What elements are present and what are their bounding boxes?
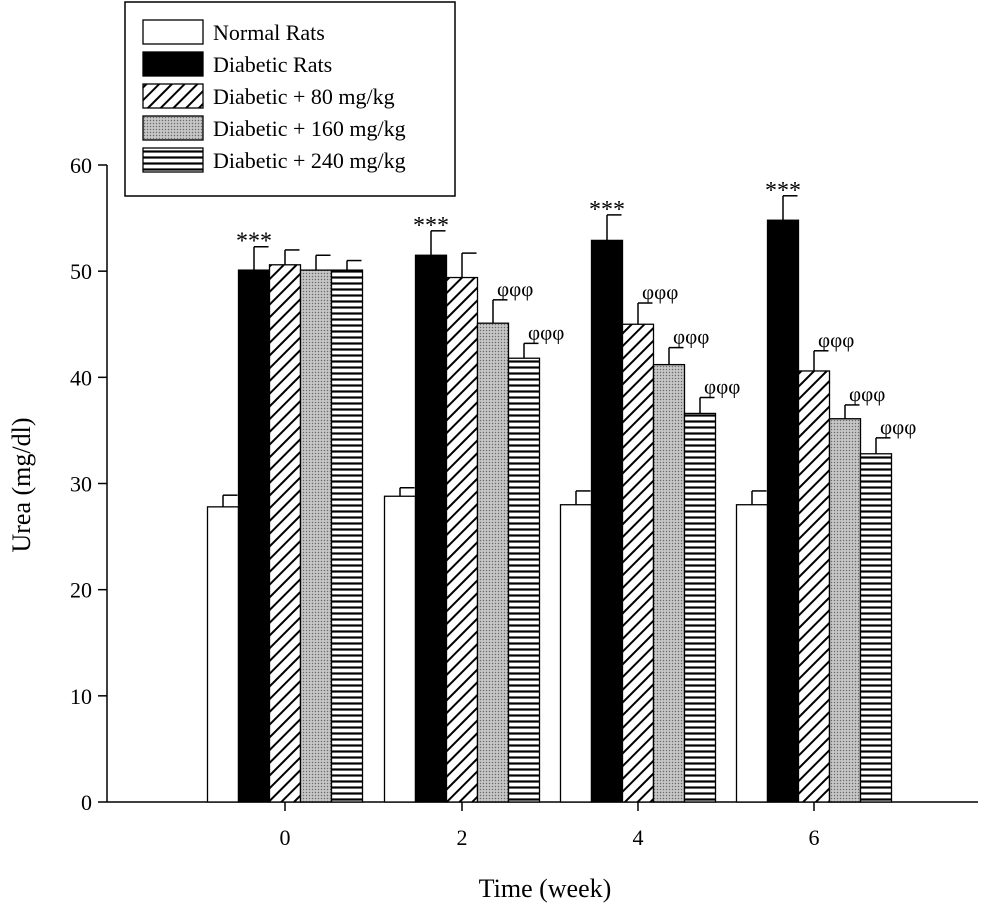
bar bbox=[859, 453, 893, 803]
legend-label: Diabetic + 160 mg/kg bbox=[213, 116, 406, 141]
bar bbox=[237, 269, 271, 803]
legend-label: Normal Rats bbox=[213, 20, 325, 45]
bar bbox=[268, 264, 302, 803]
y-tick-label: 10 bbox=[70, 684, 92, 709]
bar bbox=[476, 322, 510, 803]
y-tick-label: 50 bbox=[70, 259, 92, 284]
x-tick-label: 6 bbox=[809, 825, 820, 850]
bar bbox=[621, 323, 655, 803]
significance-label: *** bbox=[589, 197, 625, 223]
significance-label: φφφ bbox=[704, 375, 740, 399]
plot-area: 0 10 20 30 40 50 60 0 2 4 6 *** *** *** *** φφφ φφφ φφφ φφ… bbox=[70, 153, 978, 850]
y-tick-label: 60 bbox=[70, 153, 92, 178]
y-tick-label: 0 bbox=[81, 790, 92, 815]
bar bbox=[652, 363, 686, 803]
x-tick-label: 4 bbox=[633, 825, 644, 850]
significance-label: φφφ bbox=[849, 382, 885, 406]
significance-label: φφφ bbox=[642, 280, 678, 304]
bar bbox=[330, 269, 364, 803]
bar bbox=[590, 239, 624, 803]
legend-swatch bbox=[142, 51, 204, 77]
bar bbox=[828, 418, 862, 803]
bar bbox=[683, 412, 717, 803]
x-tick-label: 2 bbox=[457, 825, 468, 850]
significance-label: *** bbox=[765, 178, 801, 204]
bar bbox=[445, 276, 479, 803]
y-axis-label: Urea (mg/dl) bbox=[7, 417, 36, 552]
bar bbox=[766, 219, 800, 803]
legend-swatch bbox=[142, 19, 204, 45]
significance-label: φφφ bbox=[528, 320, 564, 344]
x-axis-label: Time (week) bbox=[479, 874, 612, 903]
legend-swatch bbox=[142, 147, 204, 173]
y-tick-label: 20 bbox=[70, 578, 92, 603]
bar bbox=[383, 495, 417, 803]
bar bbox=[735, 504, 769, 803]
significance-label: φφφ bbox=[880, 415, 916, 439]
y-tick-label: 30 bbox=[70, 472, 92, 497]
y-tick-label: 40 bbox=[70, 365, 92, 390]
legend-label: Diabetic + 80 mg/kg bbox=[213, 84, 395, 109]
bar bbox=[414, 254, 448, 803]
x-tick-label: 0 bbox=[280, 825, 291, 850]
significance-label: *** bbox=[236, 229, 272, 255]
significance-label: *** bbox=[413, 213, 449, 239]
bar bbox=[299, 269, 333, 803]
legend-swatch bbox=[142, 83, 204, 109]
legend-label: Diabetic Rats bbox=[213, 52, 332, 77]
bar bbox=[507, 357, 541, 803]
bar bbox=[797, 370, 831, 803]
legend: Normal Rats Diabetic Rats Diabetic + 80 mg… bbox=[124, 1, 456, 197]
bar bbox=[559, 504, 593, 803]
legend-swatch bbox=[142, 115, 204, 141]
significance-label: φφφ bbox=[818, 328, 854, 352]
significance-label: φφφ bbox=[673, 325, 709, 349]
bar bbox=[206, 506, 240, 803]
significance-label: φφφ bbox=[497, 277, 533, 301]
legend-label: Diabetic + 240 mg/kg bbox=[213, 148, 406, 173]
